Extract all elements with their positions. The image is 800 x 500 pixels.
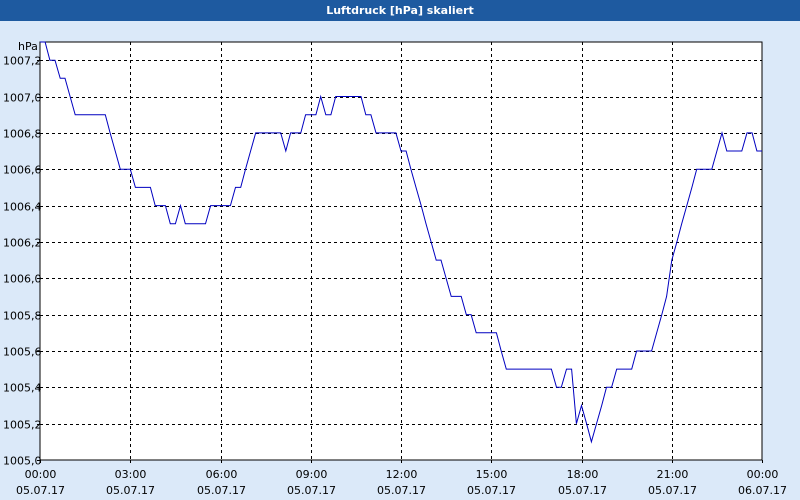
- y-tick-label: 1005,8: [3, 310, 42, 323]
- pressure-line: [40, 41, 762, 444]
- chart-title-bar: Luftdruck [hPa] skaliert: [0, 0, 800, 21]
- y-tick-label: 1006,6: [3, 164, 42, 177]
- x-axis: 00:00 05.07.17 03:00 05.07.17 06:00 05.07.17 0…: [16, 460, 787, 497]
- x-tick-time-label: 03:00: [115, 468, 147, 481]
- chart-title: Luftdruck [hPa] skaliert: [326, 4, 474, 17]
- x-tick-time-label: 18:00: [567, 468, 599, 481]
- x-tick-date-label: 05.07.17: [16, 484, 65, 497]
- x-tick-date-label: 05.07.17: [197, 484, 246, 497]
- y-tick-label: 1006,0: [3, 273, 42, 286]
- x-tick-time-label: 09:00: [296, 468, 328, 481]
- y-tick-label: 1005,0: [3, 455, 42, 468]
- series-layer: [40, 41, 762, 444]
- x-tick-date-label: 05.07.17: [558, 484, 607, 497]
- y-tick-label: 1005,4: [3, 382, 42, 395]
- y-tick-label: 1006,4: [3, 201, 42, 214]
- x-tick-time-label: 00:00: [25, 468, 57, 481]
- x-tick-time-label: 15:00: [476, 468, 508, 481]
- x-tick-date-label: 05.07.17: [106, 484, 155, 497]
- y-axis: 1005,0 1005,2 1005,4 1005,6 1005,8 1006,0 1006…: [3, 55, 42, 468]
- x-tick-date-label: 05.07.17: [287, 484, 336, 497]
- grid-layer: [40, 42, 762, 460]
- x-tick-time-label: 21:00: [657, 468, 689, 481]
- y-tick-label: 1006,8: [3, 128, 42, 141]
- x-tick-date-label: 06.07.17: [738, 484, 787, 497]
- y-tick-label: 1007,2: [3, 55, 42, 68]
- x-tick-date-label: 05.07.17: [377, 484, 426, 497]
- x-tick-time-label: 00:00: [747, 468, 779, 481]
- x-tick-time-label: 06:00: [206, 468, 238, 481]
- x-tick-date-label: 05.07.17: [467, 484, 516, 497]
- y-axis-unit-label: hPa: [18, 40, 38, 53]
- x-tick-time-label: 12:00: [386, 468, 418, 481]
- y-tick-label: 1005,6: [3, 346, 42, 359]
- x-tick-date-label: 05.07.17: [648, 484, 697, 497]
- y-tick-label: 1005,2: [3, 419, 42, 432]
- y-tick-label: 1007,0: [3, 92, 42, 105]
- y-tick-label: 1006,2: [3, 237, 42, 250]
